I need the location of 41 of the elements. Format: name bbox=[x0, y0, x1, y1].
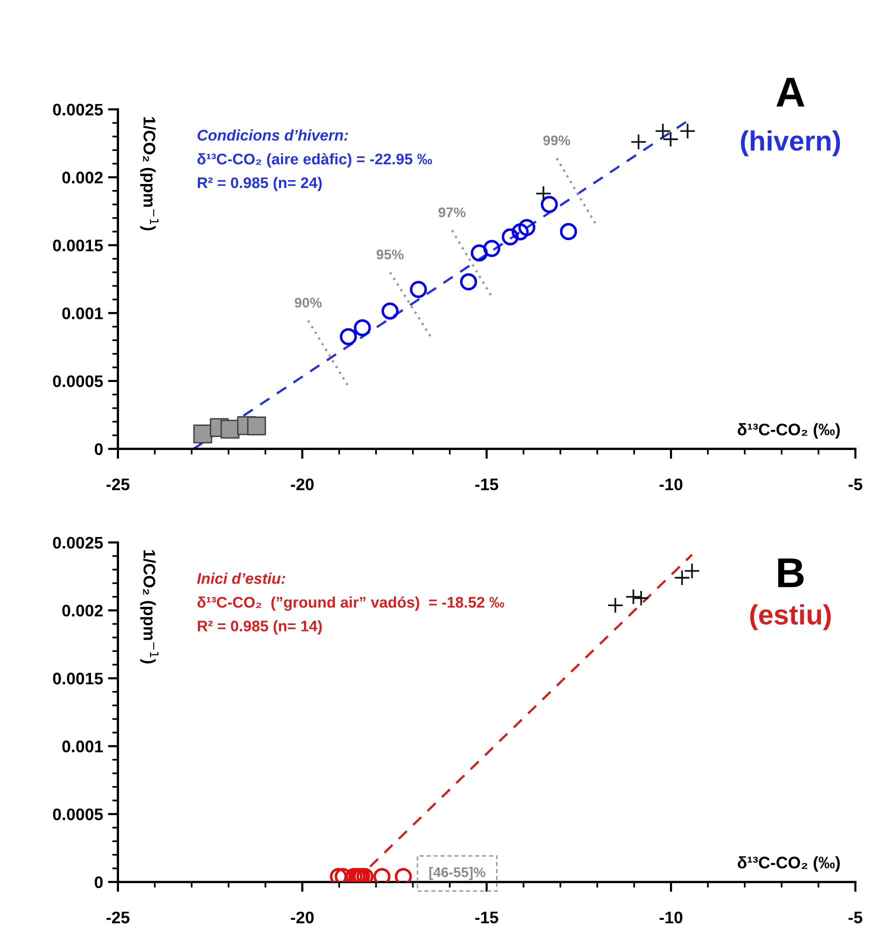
annotation: 90% bbox=[294, 298, 322, 308]
text: (hivern) bbox=[740, 130, 840, 156]
y-tick-label: 0.0015 bbox=[53, 672, 103, 684]
x-tick-label: -5 bbox=[848, 478, 862, 490]
x-tick-label: -10 bbox=[660, 478, 682, 490]
annotation: 99% bbox=[543, 135, 570, 146]
x-tick-label: -20 bbox=[290, 478, 314, 490]
x-axis-title: δ¹³C-CO₂ (‰) bbox=[738, 423, 840, 439]
x-tick-label: -5 bbox=[848, 912, 862, 924]
y-axis-title: 1/CO₂ (ppm$^{−1}$) bbox=[140, 117, 159, 230]
x-tick-label: -25 bbox=[106, 478, 130, 490]
annotation: R² = 0.985 (n= 14) bbox=[198, 620, 322, 634]
annotation: [46-55]% bbox=[429, 866, 486, 880]
annotation: Condicions d’hivern: bbox=[198, 129, 348, 141]
y-tick-label: 0.0025 bbox=[53, 536, 103, 549]
annotation: δ¹³C-CO₂ (aire edàfic) = -22.95 ‰ bbox=[197, 153, 432, 168]
annotation: 95% bbox=[376, 250, 404, 260]
y-tick-label: 0.002 bbox=[62, 604, 103, 617]
annotation: δ¹³C-CO₂ (”ground air” vadós) = -18.52 ‰ bbox=[197, 596, 504, 611]
annotation: 97% bbox=[438, 207, 466, 218]
x-tick-label: -15 bbox=[475, 478, 498, 490]
x-axis-title: δ¹³C-CO₂ (‰) bbox=[738, 856, 840, 872]
y-tick-label: 0.0015 bbox=[53, 240, 103, 252]
y-tick-label: 0.0005 bbox=[53, 375, 103, 388]
chart-title: A bbox=[776, 78, 804, 107]
annotation: Inici d’estiu: bbox=[197, 572, 286, 584]
annotation: R² = 0.985 (n= 24) bbox=[198, 176, 322, 192]
y-tick-label: 0.001 bbox=[62, 307, 103, 320]
text: (estiu) bbox=[750, 604, 831, 630]
y-axis-title: 1/CO₂ (ppm$^{−1}$) bbox=[140, 550, 159, 664]
x-tick-label: -25 bbox=[106, 912, 130, 924]
x-tick-label: -10 bbox=[660, 912, 682, 924]
y-tick-label: 0 bbox=[94, 443, 103, 456]
y-tick-label: 0.001 bbox=[62, 740, 103, 752]
x-tick-label: -20 bbox=[290, 912, 314, 924]
chart-title: B bbox=[778, 558, 804, 588]
y-tick-label: 0 bbox=[94, 876, 103, 888]
x-tick-label: -15 bbox=[475, 912, 498, 924]
y-tick-label: 0.002 bbox=[62, 172, 103, 184]
y-tick-label: 0.0005 bbox=[53, 808, 103, 820]
y-tick-label: 0.0025 bbox=[53, 104, 103, 116]
